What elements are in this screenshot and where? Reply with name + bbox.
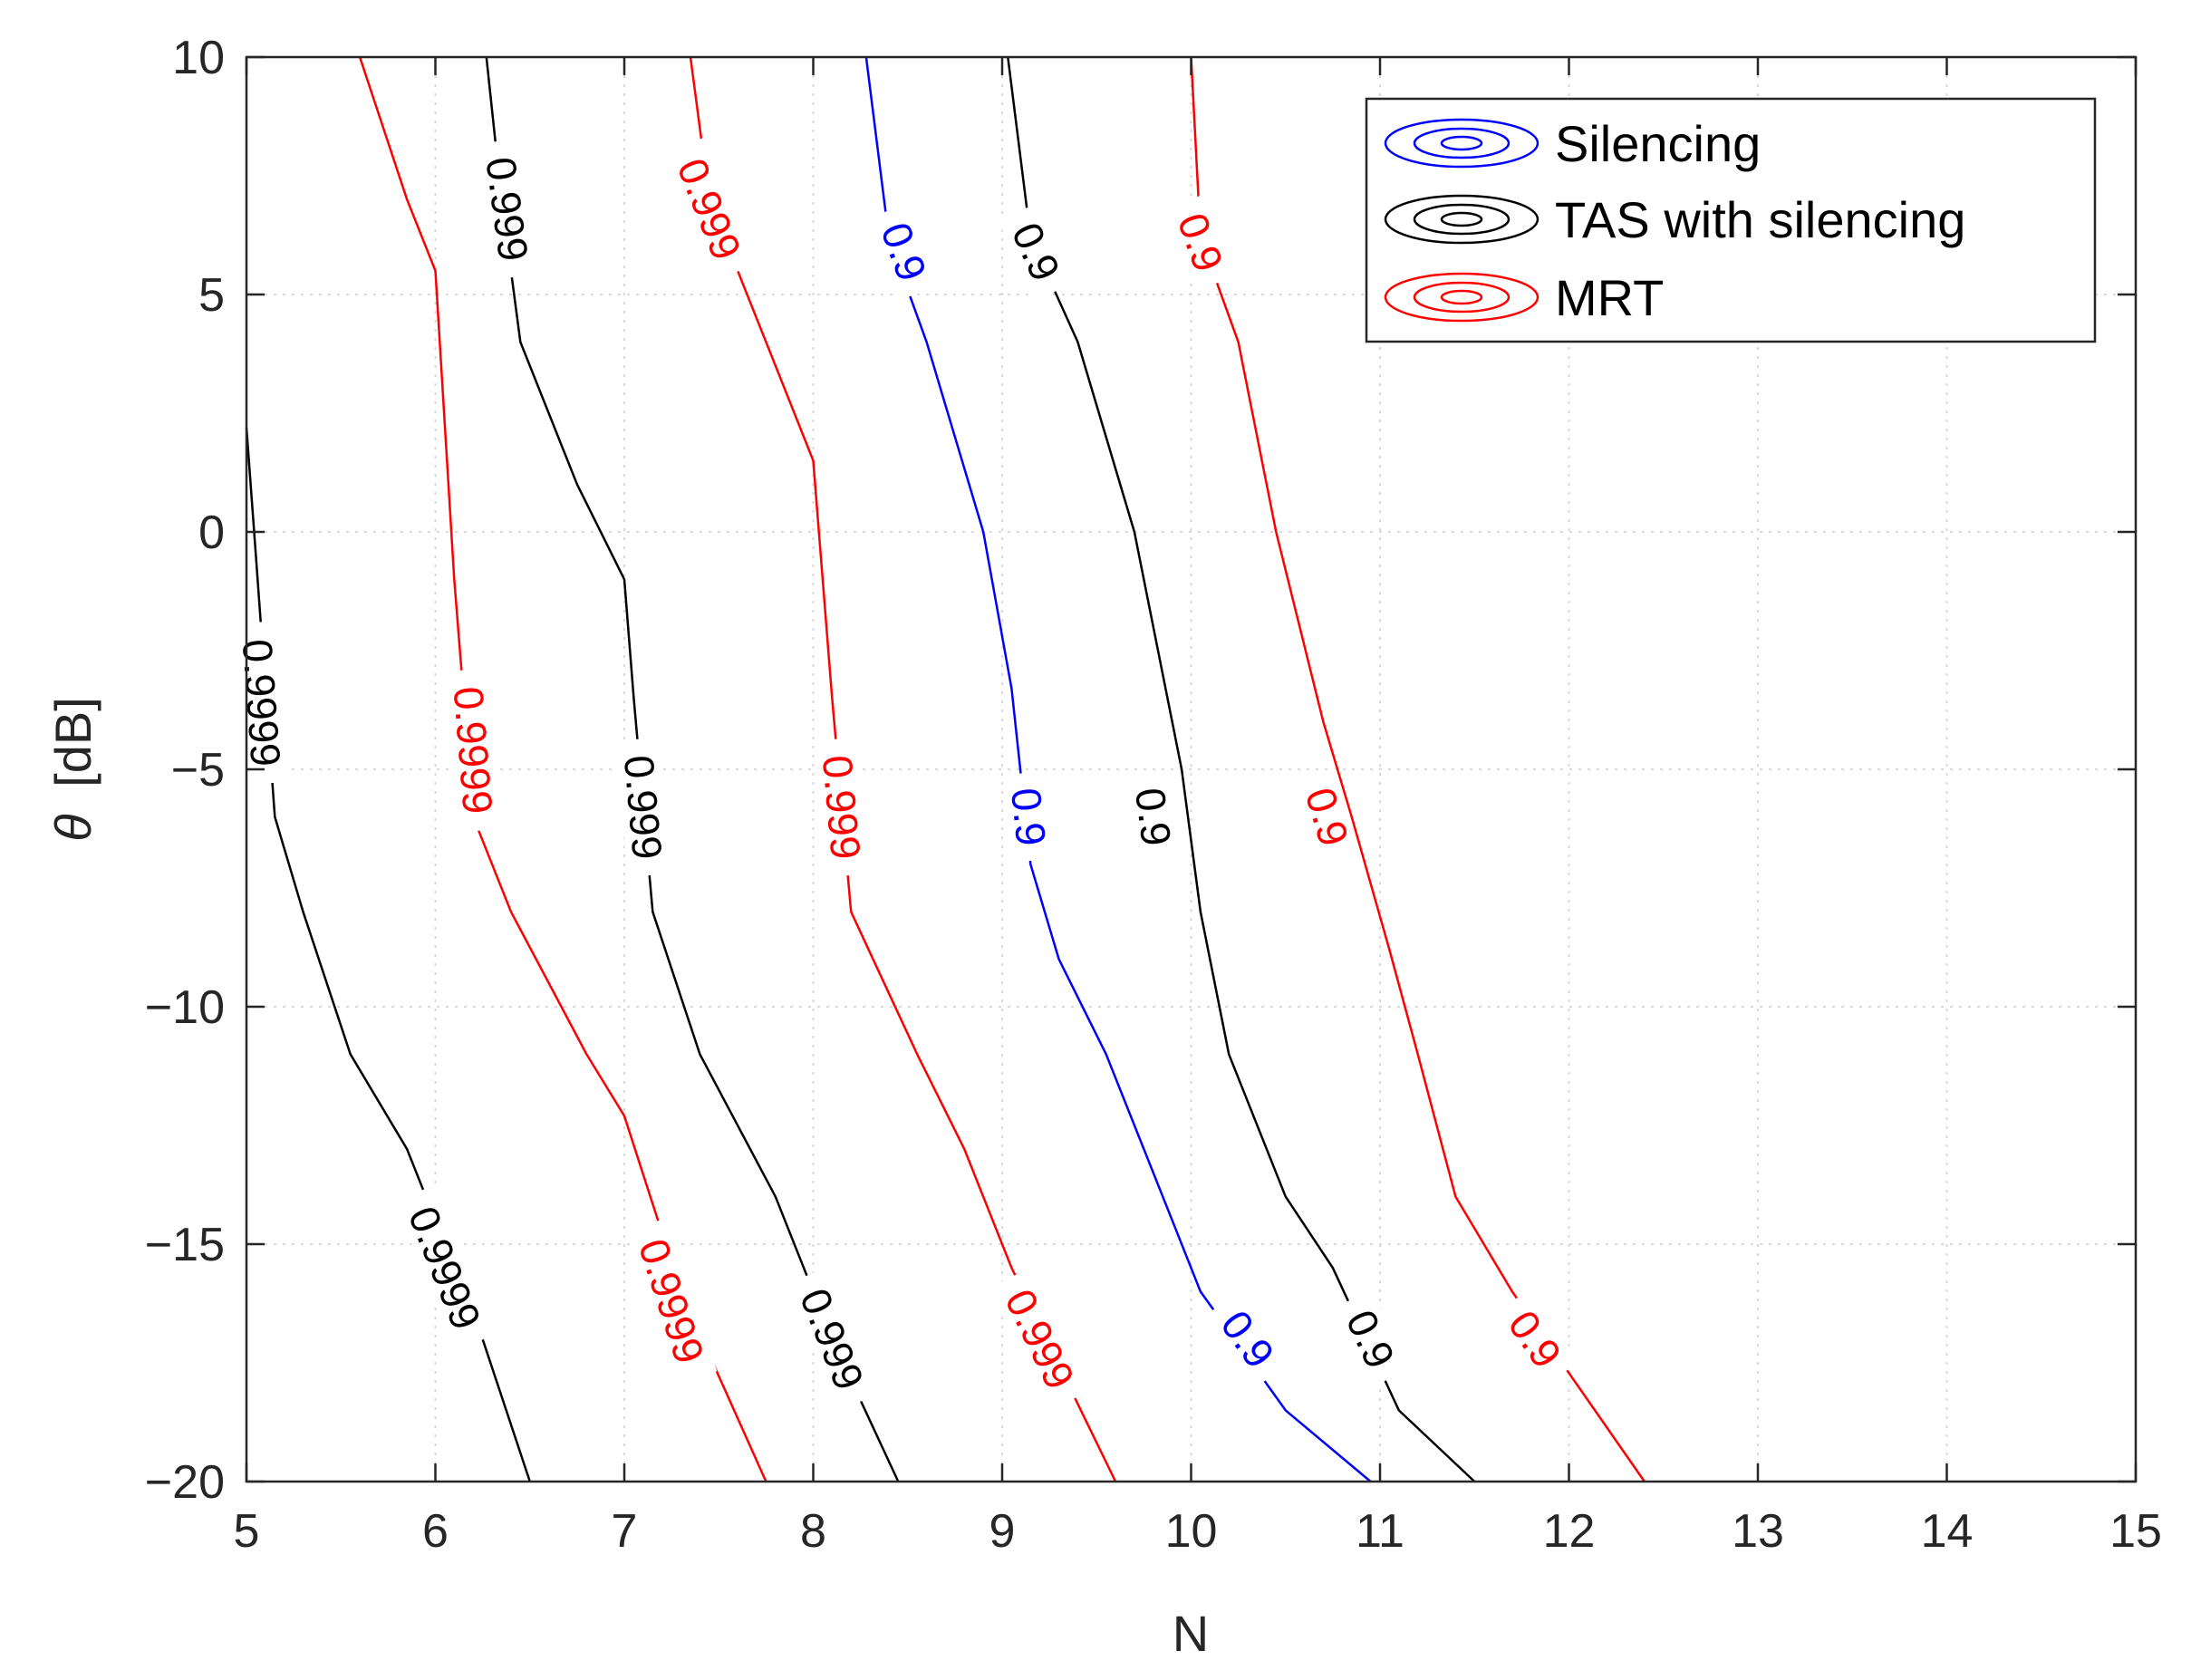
- y-tick-label: 0: [198, 507, 225, 559]
- legend-swatch-mrt: [1384, 272, 1539, 323]
- x-tick-label: 5: [234, 1505, 260, 1558]
- svg-text:θ [dB]: θ [dB]: [44, 697, 101, 842]
- y-tick-label: −20: [145, 1456, 225, 1509]
- y-axis-label: θ [dB]: [44, 697, 101, 842]
- contour-label-group: 0.999: [615, 737, 671, 878]
- legend-item-silencing: Silencing: [1384, 115, 1761, 172]
- contour-label: 0.9999: [445, 685, 502, 816]
- contour-label-pad: [787, 1267, 878, 1411]
- contour-label-pad: [1125, 770, 1182, 864]
- contour-label: 0.999: [814, 753, 870, 861]
- y-tick-label: 10: [172, 32, 225, 84]
- legend-item-tas: TAS with silencing: [1384, 191, 1965, 248]
- contour-label-group: 0.9999: [445, 668, 502, 833]
- y-axis-label-unit: [dB]: [44, 697, 101, 787]
- x-tick-label: 12: [1543, 1505, 1596, 1558]
- contour-label-pad: [234, 621, 290, 786]
- contour-line-tas-with-silencing-0.999: [485, 56, 900, 1482]
- y-tick-label: −15: [145, 1219, 225, 1271]
- contour-label: 0.9: [1002, 786, 1056, 848]
- contour-label: 0.9999: [234, 638, 290, 768]
- contour-label-pad: [445, 668, 502, 833]
- contour-label-pad: [476, 138, 538, 280]
- contour-label-pad: [615, 737, 671, 878]
- contour-label-group: 0.9: [868, 203, 940, 301]
- contour-label-pad: [1491, 1290, 1578, 1388]
- contour-label-pad: [394, 1184, 496, 1351]
- legend: Silencing TAS with silencing MRT: [1365, 97, 2097, 343]
- contour-label-pad: [990, 1268, 1090, 1411]
- contour-label-pad: [1332, 1289, 1409, 1388]
- x-tick-label: 14: [1921, 1505, 1974, 1558]
- contour-label-pad: [814, 737, 870, 878]
- contour-label-pad: [1204, 1290, 1291, 1388]
- contour-label-group: 0.999: [814, 737, 870, 878]
- legend-box: [1365, 97, 2097, 343]
- y-tick-label: 5: [198, 269, 225, 322]
- legend-label-mrt: MRT: [1555, 269, 1664, 326]
- contour-line-mrt-0.9999: [358, 56, 767, 1482]
- x-tick-label: 13: [1732, 1505, 1784, 1558]
- x-tick-label: 8: [800, 1505, 826, 1558]
- legend-label-silencing: Silencing: [1555, 115, 1761, 172]
- x-tick-label: 9: [989, 1505, 1016, 1558]
- y-tick-label: −10: [145, 981, 225, 1034]
- x-tick-label: 7: [612, 1505, 638, 1558]
- y-tick-label: −5: [171, 744, 225, 797]
- contour-label-pad: [998, 202, 1075, 301]
- contour-label-group: 0.9: [1125, 770, 1182, 864]
- contour-label: 0.999: [615, 753, 671, 861]
- x-tick-label: 15: [2109, 1505, 2162, 1558]
- legend-swatch-tas: [1384, 194, 1539, 245]
- contour-label-pad: [1164, 193, 1236, 292]
- legend-swatch-silencing: [1384, 118, 1539, 169]
- contour-label-pad: [1002, 770, 1056, 864]
- contour-line-mrt-0.9: [1190, 56, 1646, 1482]
- axis-ticks: 5 6 7 8 9 10 11 12 13 14 15 10 5 0 −5 −10 −15 −20: [145, 32, 2162, 1558]
- x-axis-label: N: [1173, 1605, 1209, 1662]
- contour-label-pad: [868, 203, 940, 301]
- contour-label-pad: [663, 137, 756, 281]
- contour-label-group: 0.9999: [234, 621, 290, 786]
- legend-label-tas: TAS with silencing: [1555, 191, 1965, 248]
- x-tick-label: 10: [1165, 1505, 1218, 1558]
- x-tick-label: 6: [422, 1505, 449, 1558]
- contour-label-pad: [1293, 768, 1361, 865]
- contour-label: 0.9: [1126, 785, 1181, 848]
- x-tick-label: 11: [1356, 1505, 1404, 1558]
- contour-label-group: 0.9: [1002, 770, 1056, 864]
- legend-item-mrt: MRT: [1384, 269, 1664, 326]
- y-axis-label-symbol: θ: [44, 814, 101, 841]
- contour-label-pad: [625, 1217, 718, 1385]
